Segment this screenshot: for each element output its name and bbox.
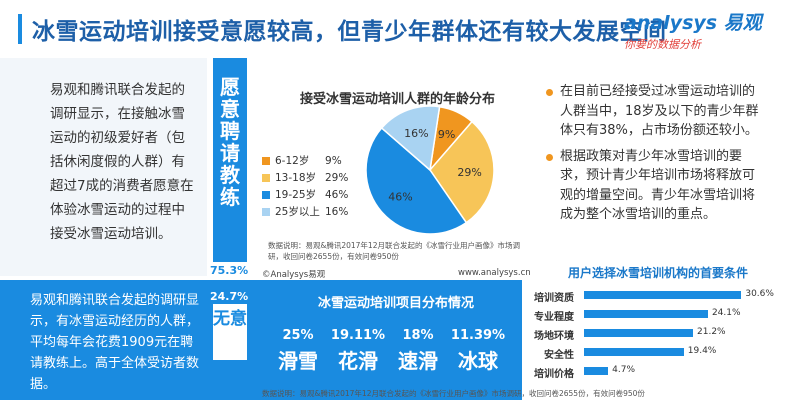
bar-value-label: 24.1% (711, 308, 741, 318)
pie-slice-label: 29% (457, 166, 481, 179)
source-url: www.analysys.cn (458, 268, 531, 278)
copyright: ©Analysys易观 (262, 270, 326, 280)
right-panel-text: 在目前已经接受过冰雪运动培训的人群当中，18岁及以下的青少年群体只有38%，占市… (546, 82, 760, 225)
project-percent: 19.11% (330, 328, 386, 343)
conditions-chart-title: 用户选择冰雪培训机构的首要条件 (568, 266, 749, 280)
bar-value-label: 21.2% (697, 327, 726, 337)
pie-slice-label: 16% (404, 127, 428, 140)
age-chart-title: 接受冰雪运动培训人群的年龄分布 (300, 92, 496, 107)
bar-category-label: 场地环境 (534, 331, 574, 342)
project-item: 25% 滑雪 (268, 328, 328, 374)
title-accent-bar (18, 14, 22, 44)
bar (584, 348, 684, 356)
legend-label: 6-12岁 (275, 155, 310, 167)
age-chart-note: 数据说明：易观&腾讯2017年12月联合发起的《冰雪行业用户画像》市场调研，收回… (268, 241, 520, 261)
bullet-text: 在目前已经接受过冰雪运动培训的人群当中，18岁及以下的青少年群体只有38%，占市… (560, 84, 759, 138)
pie-slice (365, 126, 468, 235)
left-panel-background (0, 58, 207, 276)
legend-row: 13-18岁 29% (262, 169, 355, 186)
bar (584, 329, 694, 337)
unwilling-percent: 24.7% (210, 290, 249, 303)
bar-category-label: 培训价格 (534, 369, 574, 380)
willing-column: 愿意聘请教练 (213, 58, 247, 262)
legend-value: 16% (325, 205, 349, 218)
bar-category-label: 安全性 (544, 350, 574, 361)
pie-slice-label: 46% (388, 190, 412, 203)
projects-title: 冰雪运动培训项目分布情况 (318, 296, 475, 311)
pie-slice (429, 120, 495, 224)
pie-slice-label: 9% (438, 128, 455, 141)
willing-percent: 75.3% (210, 264, 249, 277)
logo-main-text: analysys 易观 (624, 12, 762, 34)
legend-row: 6-12岁 9% (262, 152, 355, 169)
project-item: 18% 速滑 (388, 328, 448, 374)
age-pie-chart: 9% 29% 46% 16% (365, 105, 495, 235)
legend-label: 13-18岁 (275, 172, 317, 184)
left-panel-text: 易观和腾讯联合发起的调研显示，在接触冰雪运动的初级爱好者（包括休闲度假的人群）有… (50, 82, 194, 242)
bullet-dot-icon (546, 89, 553, 96)
bar-value-label: 30.6% (745, 289, 774, 299)
logo-sub-text: 你要的数据分析 (624, 38, 701, 51)
legend-swatch (262, 156, 270, 165)
legend-value: 9% (325, 154, 342, 167)
legend-swatch (262, 190, 270, 199)
legend-row: 25岁以上 16% (262, 203, 355, 220)
project-item: 19.11% 花滑 (328, 328, 388, 374)
bottom-panel-text: 易观和腾讯联合发起的调研显示，有冰雪运动经历的人群，平均每年会花费1909元在聘… (30, 293, 200, 392)
legend-label: 19-25岁 (275, 189, 317, 201)
project-percent: 18% (402, 328, 434, 343)
legend-swatch (262, 207, 270, 216)
pie-slice (380, 105, 441, 172)
unwilling-column: 无意 (213, 304, 247, 360)
project-percent: 11.39% (450, 328, 506, 343)
bullet-text: 根据政策对青少年冰雪培训的要求，预计青少年培训市场将释放可观的增量空间。青少年冰… (560, 148, 756, 223)
legend-row: 19-25岁 46% (262, 186, 355, 203)
bar-value-label: 4.7% (612, 365, 636, 375)
legend-value: 46% (325, 188, 349, 201)
project-name: 滑雪 (278, 349, 318, 373)
legend-label: 25岁以上 (275, 206, 320, 218)
analysys-logo: analysys 易观 你要的数据分析 (624, 8, 792, 51)
legend-value: 29% (325, 171, 349, 184)
bottom-note: 数据说明：易观&腾讯2017年12月联合发起的《冰雪行业用户画像》市场调研，收回… (262, 389, 645, 398)
bullet-item: 根据政策对青少年冰雪培训的要求，预计青少年培训市场将释放可观的增量空间。青少年冰… (546, 147, 760, 225)
bar (584, 367, 609, 375)
project-name: 冰球 (458, 349, 498, 373)
age-chart-legend: 6-12岁 9% 13-18岁 29% 19-25岁 46% 25岁以上 16% (262, 152, 355, 220)
bottom-band (0, 280, 522, 400)
bar (584, 291, 742, 299)
bar-category-label: 培训资质 (534, 293, 574, 304)
legend-swatch (262, 173, 270, 182)
page-title: 冰雪运动培训接受意愿较高，但青少年群体还有较大发展空间 (32, 19, 667, 45)
bar-category-label: 专业程度 (534, 312, 574, 323)
bullet-dot-icon (546, 153, 553, 161)
unwilling-column-label: 无意 (213, 309, 247, 329)
bullet-item: 在目前已经接受过冰雪运动培训的人群当中，18岁及以下的青少年群体只有38%，占市… (546, 82, 760, 141)
project-name: 速滑 (398, 349, 438, 373)
project-percent: 25% (282, 328, 314, 343)
project-name: 花滑 (338, 349, 378, 373)
project-item: 11.39% 冰球 (448, 328, 508, 374)
bar-value-label: 19.4% (687, 346, 717, 356)
bar (584, 310, 708, 318)
willing-column-label: 愿意聘请教练 (220, 75, 240, 209)
